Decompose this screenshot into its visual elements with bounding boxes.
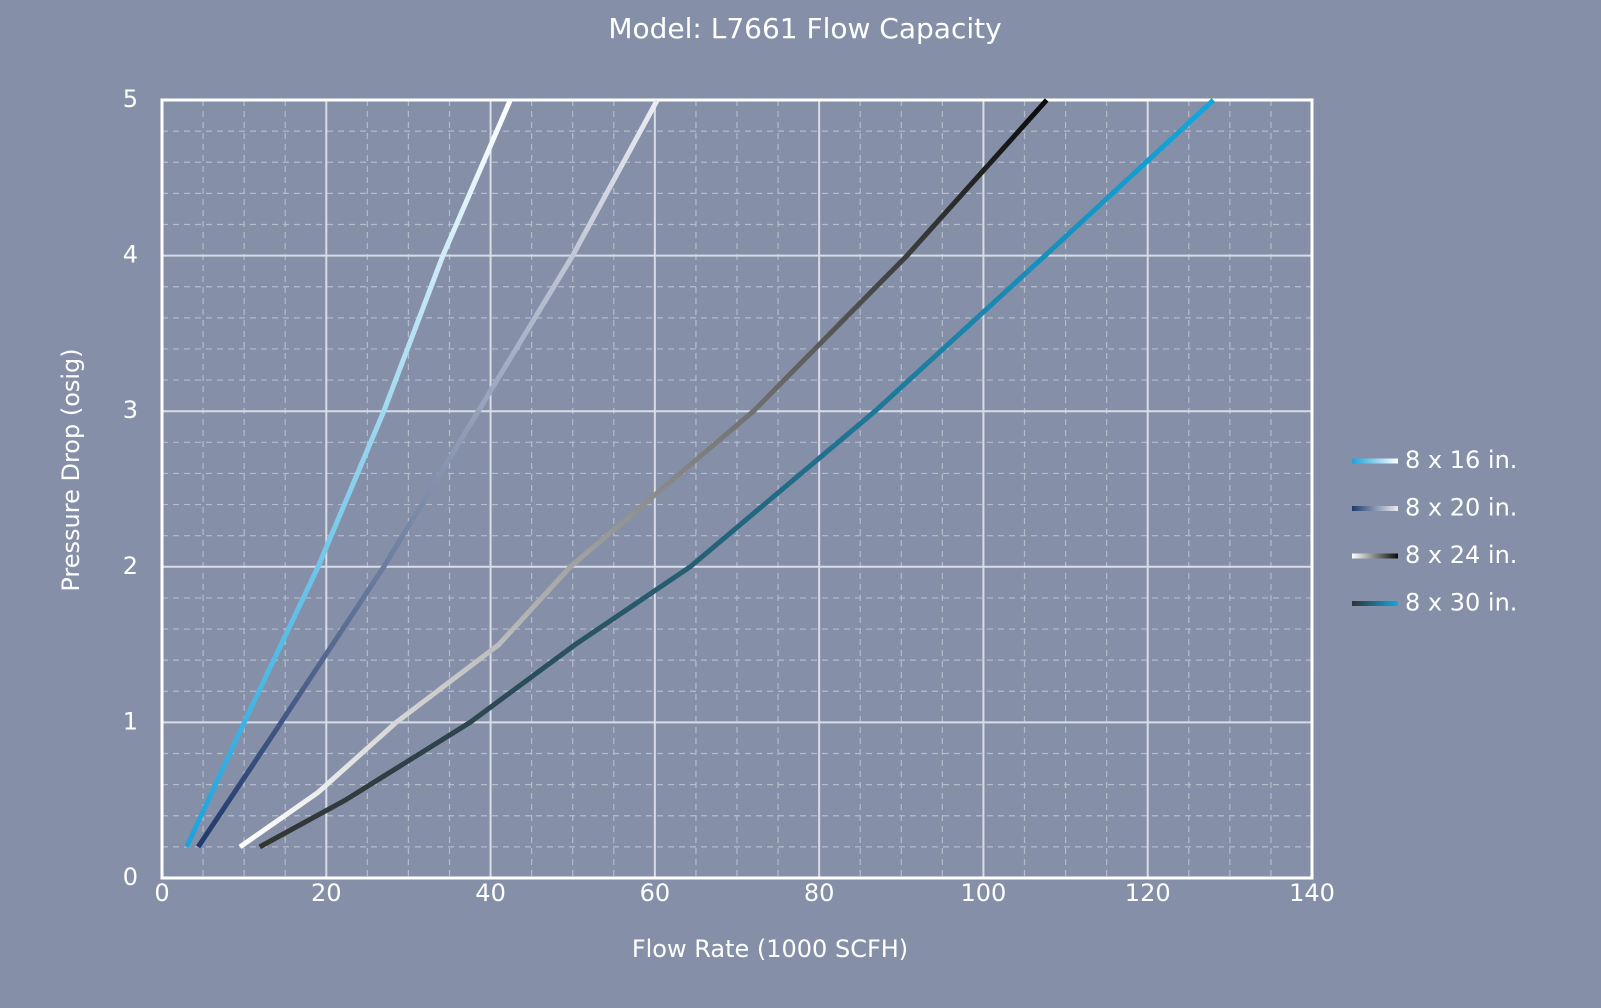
legend-swatch (1352, 506, 1398, 511)
x-tick-label: 120 (1125, 879, 1171, 907)
series-line (238, 98, 1049, 849)
y-tick-label: 3 (123, 396, 138, 424)
y-tick-label: 4 (123, 241, 138, 269)
x-tick-label: 20 (311, 879, 342, 907)
y-tick-label: 0 (123, 863, 138, 891)
series-line (196, 98, 660, 849)
y-tick-label: 5 (123, 85, 138, 113)
y-tick-label: 1 (123, 707, 138, 735)
legend-label: 8 x 24 in. (1405, 541, 1517, 569)
legend-label: 8 x 30 in. (1405, 589, 1517, 617)
x-tick-label: 140 (1289, 879, 1335, 907)
chart-title: Model: L7661 Flow Capacity (608, 12, 1001, 45)
plot-frame (160, 98, 1314, 880)
series-line (258, 98, 1216, 850)
x-tick-label: 80 (804, 879, 835, 907)
legend-swatch (1352, 553, 1398, 559)
x-tick-label: 60 (640, 879, 671, 907)
legend-label: 8 x 16 in. (1405, 446, 1517, 474)
x-axis-label: Flow Rate (1000 SCFH) (632, 935, 908, 963)
x-tick-label: 100 (961, 879, 1007, 907)
legend-swatch (1352, 601, 1398, 606)
y-axis-label: Pressure Drop (osig) (57, 348, 85, 591)
legend-label: 8 x 20 in. (1405, 494, 1517, 522)
legend-swatch (1352, 458, 1398, 464)
x-tick-label: 0 (154, 879, 169, 907)
series-line (184, 99, 513, 848)
y-tick-label: 2 (123, 552, 138, 580)
x-tick-label: 40 (475, 879, 506, 907)
